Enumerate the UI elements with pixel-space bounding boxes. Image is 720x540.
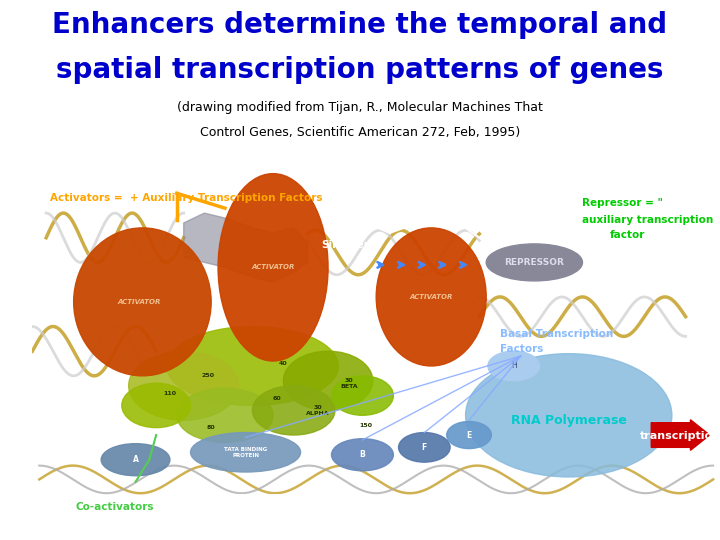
Ellipse shape	[129, 351, 239, 420]
Text: spatial transcription patterns of genes: spatial transcription patterns of genes	[56, 56, 664, 84]
Text: 80: 80	[207, 425, 215, 430]
Text: Activators =  + Auxiliary Transcription Factors: Activators = + Auxiliary Transcription F…	[50, 193, 322, 203]
Text: RNA Polymerase: RNA Polymerase	[510, 414, 626, 427]
Text: CORE PROMOTER: CORE PROMOTER	[325, 518, 427, 528]
Ellipse shape	[376, 228, 486, 366]
Ellipse shape	[446, 421, 491, 449]
Text: Enhancers determine the temporal and: Enhancers determine the temporal and	[53, 11, 667, 39]
Ellipse shape	[399, 433, 450, 462]
Polygon shape	[184, 213, 307, 282]
Text: Control Genes, Scientific American 272, Feb, 1995): Control Genes, Scientific American 272, …	[200, 126, 520, 139]
Text: 150: 150	[359, 423, 372, 428]
Ellipse shape	[331, 376, 393, 415]
Text: 40: 40	[279, 361, 288, 366]
Text: B: B	[359, 450, 365, 459]
Text: factor: factor	[610, 230, 645, 240]
Text: E: E	[467, 430, 472, 440]
Text: 110: 110	[163, 390, 176, 396]
Text: Repressor = ": Repressor = "	[582, 198, 664, 208]
Text: A: A	[132, 455, 138, 464]
Text: (drawing modified from Tijan, R., Molecular Machines That: (drawing modified from Tijan, R., Molecu…	[177, 101, 543, 114]
Text: REPRESSOR: REPRESSOR	[505, 258, 564, 267]
Text: ACTIVATOR: ACTIVATOR	[117, 299, 161, 305]
Text: TATA BOX: TATA BOX	[235, 498, 291, 508]
Text: transcription: transcription	[639, 431, 720, 441]
Text: 30
ALPHA: 30 ALPHA	[306, 405, 330, 416]
Ellipse shape	[191, 433, 300, 472]
FancyArrow shape	[652, 420, 710, 450]
Ellipse shape	[102, 444, 170, 476]
Text: 60: 60	[272, 395, 281, 401]
Ellipse shape	[488, 351, 539, 381]
Text: ACTIVATOR: ACTIVATOR	[410, 294, 453, 300]
Text: Co-activators: Co-activators	[76, 502, 154, 511]
Ellipse shape	[177, 388, 273, 442]
Text: 250: 250	[201, 373, 215, 379]
Ellipse shape	[331, 438, 393, 471]
Text: Silencer: Silencer	[321, 240, 369, 250]
Ellipse shape	[486, 244, 582, 281]
Ellipse shape	[122, 383, 191, 428]
Text: Basal Transcription: Basal Transcription	[500, 329, 613, 339]
Text: Factors: Factors	[500, 344, 544, 354]
Text: H: H	[511, 361, 516, 370]
Text: 30
BETA: 30 BETA	[340, 378, 358, 389]
Text: auxiliary transcription: auxiliary transcription	[582, 215, 714, 226]
Ellipse shape	[73, 228, 211, 376]
Text: ACTIVATOR: ACTIVATOR	[251, 265, 294, 271]
Ellipse shape	[253, 386, 335, 435]
Text: TATA BINDING
PROTEIN: TATA BINDING PROTEIN	[224, 447, 267, 458]
Ellipse shape	[284, 351, 373, 410]
Ellipse shape	[218, 174, 328, 361]
Text: Enhancers: Enhancers	[362, 167, 431, 180]
Text: F: F	[422, 443, 427, 452]
Ellipse shape	[166, 327, 338, 406]
Ellipse shape	[466, 354, 672, 477]
